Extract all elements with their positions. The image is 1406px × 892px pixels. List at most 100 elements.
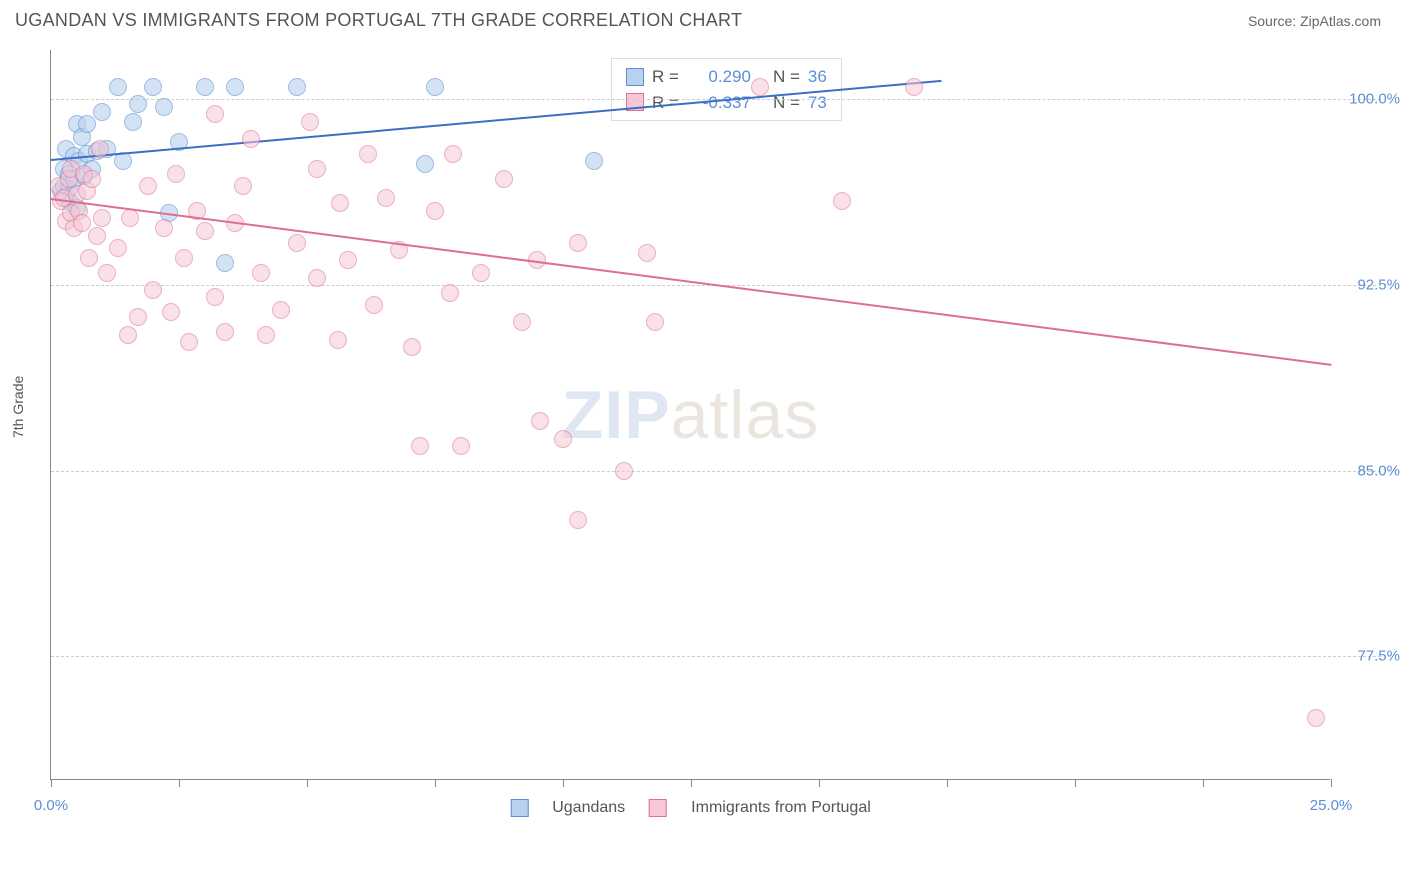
x-tick	[691, 779, 692, 787]
legend-label-ugandans: Ugandans	[552, 799, 625, 817]
scatter-point	[452, 437, 470, 455]
x-tick	[563, 779, 564, 787]
stats-r-label: R =	[652, 64, 679, 90]
trend-line	[51, 198, 1331, 366]
scatter-point	[93, 209, 111, 227]
scatter-point	[301, 113, 319, 131]
stats-swatch	[626, 68, 644, 86]
scatter-point	[91, 140, 109, 158]
scatter-point	[569, 511, 587, 529]
scatter-point	[403, 338, 421, 356]
scatter-point	[242, 130, 260, 148]
stats-row: R = 0.290 N = 36	[626, 64, 827, 90]
scatter-point	[377, 189, 395, 207]
x-tick	[179, 779, 180, 787]
scatter-point	[119, 326, 137, 344]
scatter-point	[216, 254, 234, 272]
y-tick-label: 92.5%	[1357, 277, 1400, 294]
correlation-stats-box: R =0.290N =36R =-0.337N =73	[611, 58, 842, 121]
scatter-point	[196, 222, 214, 240]
scatter-point	[175, 249, 193, 267]
watermark-zip: ZIP	[562, 377, 671, 453]
scatter-point	[226, 78, 244, 96]
y-tick-label: 100.0%	[1349, 91, 1400, 108]
scatter-point	[444, 145, 462, 163]
scatter-point	[331, 194, 349, 212]
series-legend: Ugandans Immigrants from Portugal	[510, 799, 871, 817]
x-tick	[947, 779, 948, 787]
y-axis-title: 7th Grade	[10, 376, 26, 438]
scatter-point	[155, 219, 173, 237]
x-tick	[51, 779, 52, 787]
scatter-point	[73, 214, 91, 232]
scatter-point	[339, 251, 357, 269]
scatter-point	[308, 269, 326, 287]
stats-r-label: R =	[652, 90, 679, 116]
scatter-point	[144, 78, 162, 96]
scatter-point	[646, 313, 664, 331]
scatter-point	[252, 264, 270, 282]
scatter-point	[272, 301, 290, 319]
scatter-point	[359, 145, 377, 163]
scatter-point	[441, 284, 459, 302]
source-attribution: Source: ZipAtlas.com	[1248, 13, 1381, 29]
x-tick-label: 0.0%	[34, 797, 68, 814]
scatter-point	[216, 323, 234, 341]
scatter-point	[513, 313, 531, 331]
stats-n-label: N =	[773, 64, 800, 90]
x-tick	[1203, 779, 1204, 787]
scatter-point	[288, 78, 306, 96]
scatter-point	[257, 326, 275, 344]
scatter-point	[93, 103, 111, 121]
scatter-point	[472, 264, 490, 282]
scatter-point	[196, 78, 214, 96]
scatter-point	[308, 160, 326, 178]
stats-r-value: 0.290	[687, 64, 751, 90]
scatter-point	[234, 177, 252, 195]
scatter-point	[78, 115, 96, 133]
scatter-point	[83, 170, 101, 188]
scatter-point	[139, 177, 157, 195]
scatter-point	[98, 264, 116, 282]
scatter-point	[751, 78, 769, 96]
x-tick	[1331, 779, 1332, 787]
scatter-point	[585, 152, 603, 170]
chart-title: UGANDAN VS IMMIGRANTS FROM PORTUGAL 7TH …	[15, 10, 742, 31]
scatter-point	[162, 303, 180, 321]
scatter-point	[206, 288, 224, 306]
scatter-point	[329, 331, 347, 349]
x-tick-label: 25.0%	[1310, 797, 1353, 814]
watermark-atlas: atlas	[671, 377, 820, 453]
stats-n-value: 36	[808, 64, 827, 90]
gridline-h	[51, 656, 1381, 657]
scatter-point	[206, 105, 224, 123]
scatter-point	[167, 165, 185, 183]
scatter-point	[365, 296, 383, 314]
scatter-point	[109, 239, 127, 257]
scatter-point	[426, 202, 444, 220]
legend-label-portugal: Immigrants from Portugal	[691, 799, 871, 817]
watermark: ZIPatlas	[562, 376, 819, 454]
scatter-point	[1307, 709, 1325, 727]
x-tick	[307, 779, 308, 787]
scatter-point	[121, 209, 139, 227]
scatter-point	[426, 78, 444, 96]
scatter-point	[88, 227, 106, 245]
scatter-point	[124, 113, 142, 131]
scatter-point	[905, 78, 923, 96]
scatter-point	[531, 412, 549, 430]
scatter-point	[411, 437, 429, 455]
x-tick	[819, 779, 820, 787]
scatter-point	[144, 281, 162, 299]
scatter-point	[495, 170, 513, 188]
y-tick-label: 77.5%	[1357, 648, 1400, 665]
y-tick-label: 85.0%	[1357, 462, 1400, 479]
scatter-point	[80, 249, 98, 267]
gridline-h	[51, 471, 1381, 472]
legend-swatch-ugandans	[510, 799, 528, 817]
legend-swatch-portugal	[649, 799, 667, 817]
scatter-point	[109, 78, 127, 96]
scatter-point	[615, 462, 633, 480]
scatter-point	[288, 234, 306, 252]
scatter-point	[833, 192, 851, 210]
